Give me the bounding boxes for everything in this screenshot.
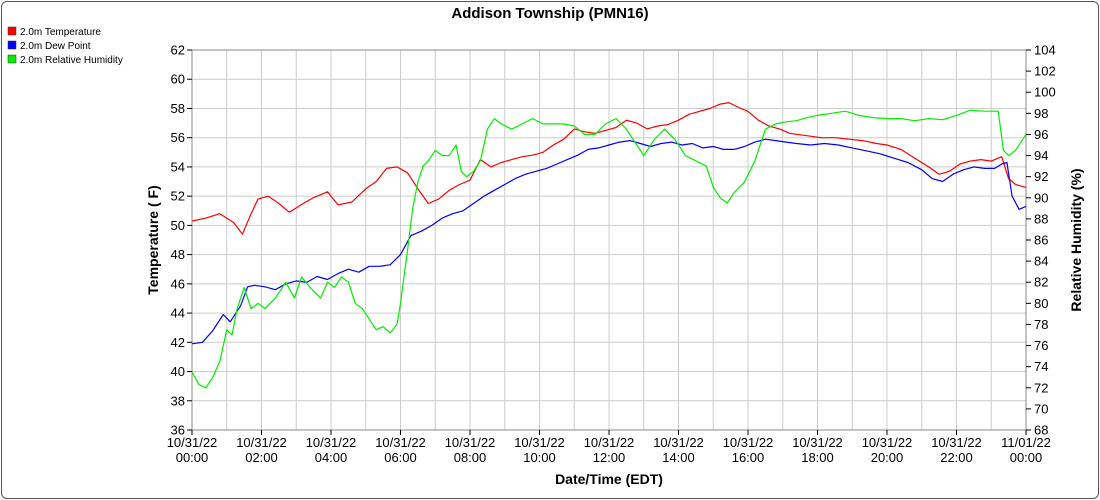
y2-tick-label: 102 (1034, 64, 1056, 79)
legend-swatch (7, 26, 17, 36)
y2-tick-label: 70 (1034, 401, 1048, 416)
legend-swatch (7, 40, 17, 50)
y-tick-label: 40 (171, 364, 185, 379)
y2-tick-label: 84 (1034, 254, 1048, 269)
series-line-3 (191, 109, 1027, 389)
y2-tick-label: 96 (1034, 127, 1048, 142)
y2-axis-title: Relative Humidity (%) (1068, 168, 1084, 311)
y2-tick-label: 74 (1034, 359, 1048, 374)
y2-tick-label: 72 (1034, 380, 1048, 395)
y2-tick-label: 90 (1034, 190, 1048, 205)
legend-swatch (7, 54, 17, 64)
y2-tick-label: 76 (1034, 338, 1048, 353)
x-tick-time: 10:00 (523, 450, 556, 465)
y2-tick-label: 82 (1034, 275, 1048, 290)
chart-title: Addison Township (PMN16) (451, 5, 648, 22)
series-line-1 (191, 101, 1027, 235)
y2-tick-label: 104 (1034, 43, 1056, 58)
x-tick-date: 10/31/22 (862, 435, 913, 450)
x-tick-time: 14:00 (662, 450, 695, 465)
x-tick-date: 10/31/22 (723, 435, 774, 450)
x-tick-date: 10/31/22 (306, 435, 357, 450)
x-tick-time: 08:00 (454, 450, 487, 465)
y2-tick-label: 98 (1034, 106, 1048, 121)
x-tick-time: 16:00 (732, 450, 765, 465)
y-tick-label: 56 (171, 130, 185, 145)
x-tick-date: 10/31/22 (514, 435, 565, 450)
y-tick-label: 54 (171, 159, 185, 174)
legend-label: 2.0m Temperature (20, 27, 101, 38)
y2-tick-label: 92 (1034, 169, 1048, 184)
x-tick-date: 11/01/22 (1001, 435, 1051, 450)
x-tick-time: 00:00 (176, 450, 209, 465)
legend-label: 2.0m Dew Point (20, 41, 91, 52)
x-tick-date: 10/31/22 (584, 435, 635, 450)
x-tick-time: 22:00 (940, 450, 973, 465)
y-tick-label: 44 (171, 306, 185, 321)
y-tick-label: 48 (171, 247, 185, 262)
x-tick-date: 10/31/22 (375, 435, 426, 450)
x-tick-time: 06:00 (384, 450, 417, 465)
x-tick-date: 10/31/22 (236, 435, 287, 450)
y-axis-ticks: 36 38 40 42 44 46 48 50 52 54 56 58 60 62 (171, 43, 192, 438)
y-tick-label: 38 (171, 393, 185, 408)
series-layer (191, 101, 1027, 389)
y-tick-label: 58 (171, 101, 185, 116)
x-tick-time: 18:00 (801, 450, 834, 465)
x-axis-title: Date/Time (EDT) (555, 471, 663, 487)
y2-tick-label: 80 (1034, 296, 1048, 311)
y2-axis-ticks: 68 70 72 74 76 78 80 82 84 86 88 90 92 94 96 98 100 102 10… (1026, 43, 1056, 438)
series-line-2 (191, 138, 1027, 345)
y2-tick-label: 68 (1034, 423, 1048, 438)
grid (191, 49, 1027, 431)
y-axis-title: Temperature ( F) (145, 185, 161, 294)
legend-label: 2.0m Relative Humidity (20, 55, 123, 66)
y-tick-label: 50 (171, 218, 185, 233)
x-tick-time: 02:00 (245, 450, 278, 465)
x-tick-date: 10/31/22 (931, 435, 982, 450)
x-tick-time: 00:00 (1010, 450, 1043, 465)
y2-tick-label: 94 (1034, 148, 1048, 163)
y2-tick-label: 88 (1034, 211, 1048, 226)
x-tick-time: 04:00 (315, 450, 348, 465)
x-tick-date: 10/31/22 (792, 435, 843, 450)
y-tick-label: 52 (171, 189, 185, 204)
y-tick-label: 60 (171, 72, 185, 87)
y2-tick-label: 100 (1034, 85, 1056, 100)
y-tick-label: 42 (171, 335, 185, 350)
x-tick-time: 20:00 (871, 450, 904, 465)
y2-tick-label: 78 (1034, 317, 1048, 332)
legend: 2.0m Temperature 2.0m Dew Point 2.0m Relat… (7, 26, 123, 66)
x-tick-date: 10/31/22 (653, 435, 704, 450)
x-tick-time: 12:00 (593, 450, 626, 465)
y2-tick-label: 86 (1034, 233, 1048, 248)
y-tick-label: 62 (171, 43, 185, 58)
y-tick-label: 46 (171, 276, 185, 291)
x-tick-date: 10/31/22 (445, 435, 496, 450)
y-tick-label: 36 (171, 423, 185, 438)
x-tick-date: 10/31/22 (167, 435, 218, 450)
x-axis-ticks: 10/31/2200:0010/31/2202:0010/31/2204:001… (167, 430, 1051, 465)
